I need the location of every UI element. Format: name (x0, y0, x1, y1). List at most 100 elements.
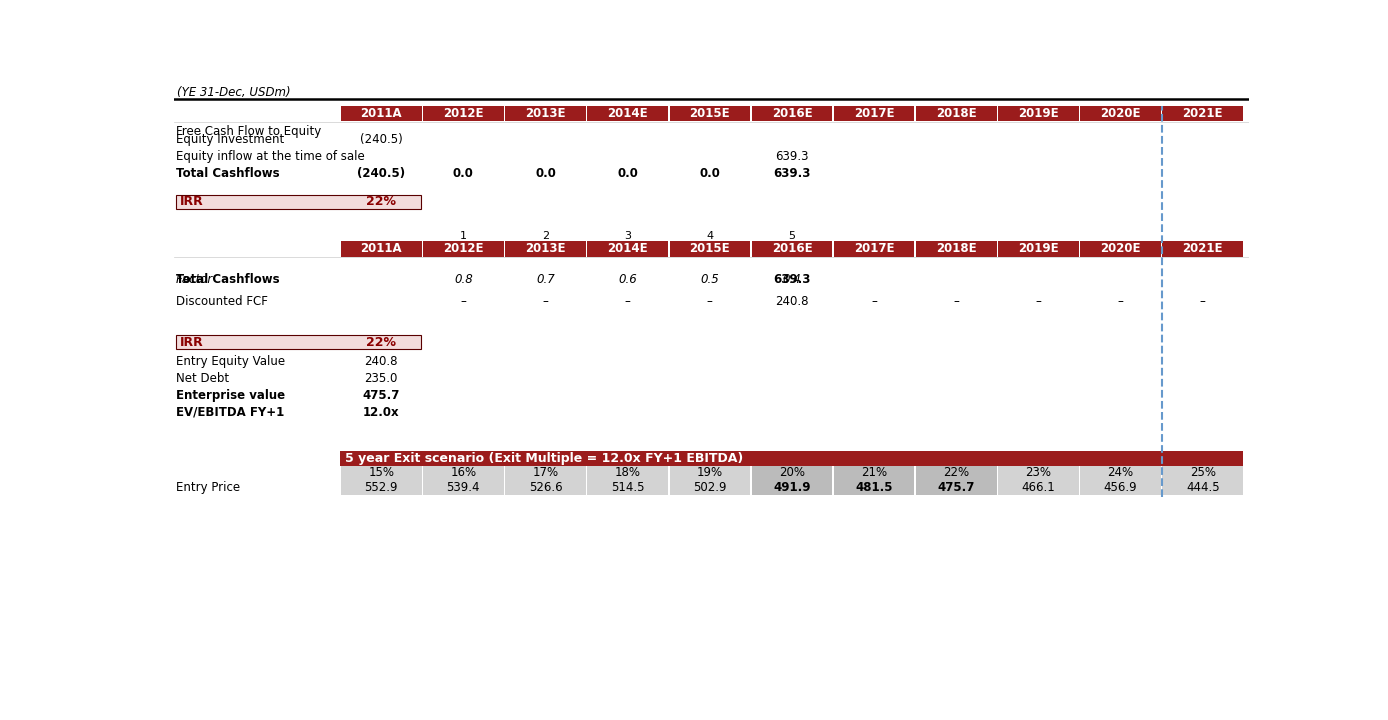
Bar (752, 106, 833, 121)
Bar (587, 241, 668, 256)
Bar (1080, 466, 1160, 480)
Text: –: – (1199, 294, 1206, 307)
Text: 526.6: 526.6 (529, 481, 562, 494)
Text: 0.6: 0.6 (618, 273, 637, 286)
Text: 502.9: 502.9 (693, 481, 726, 494)
Text: 491.9: 491.9 (773, 481, 811, 494)
Text: 240.8: 240.8 (776, 294, 809, 307)
Bar (1080, 241, 1160, 256)
Text: 18%: 18% (615, 467, 641, 480)
Text: 0.0: 0.0 (618, 167, 638, 180)
Text: –: – (1035, 294, 1041, 307)
Text: 1: 1 (459, 231, 466, 240)
Text: 514.5: 514.5 (611, 481, 644, 494)
Bar (1162, 106, 1244, 121)
Bar (752, 480, 833, 495)
Text: 639.3: 639.3 (773, 273, 811, 286)
Bar (998, 106, 1078, 121)
Bar (916, 480, 997, 495)
Text: 17%: 17% (533, 467, 558, 480)
Text: –: – (706, 294, 712, 307)
Text: 481.5: 481.5 (855, 481, 892, 494)
Bar (669, 106, 750, 121)
Text: 23%: 23% (1026, 467, 1051, 480)
Text: Net Debt: Net Debt (176, 372, 229, 384)
Bar (587, 480, 668, 495)
Text: 24%: 24% (1108, 467, 1134, 480)
Text: 20%: 20% (779, 467, 805, 480)
Bar (916, 241, 997, 256)
Bar (669, 466, 750, 480)
Bar (669, 241, 750, 256)
Text: 475.7: 475.7 (937, 481, 974, 494)
Bar (834, 480, 915, 495)
Text: –: – (872, 294, 877, 307)
Text: 475.7: 475.7 (362, 389, 400, 402)
Text: 0.7: 0.7 (536, 273, 555, 286)
Text: –: – (461, 294, 466, 307)
Bar (669, 480, 750, 495)
Bar (916, 466, 997, 480)
Bar (423, 480, 504, 495)
Text: –: – (954, 294, 959, 307)
Text: 235.0: 235.0 (365, 372, 398, 384)
Text: 2011A: 2011A (361, 243, 403, 256)
Text: Factor: Factor (176, 273, 214, 286)
Text: IRR: IRR (179, 336, 204, 348)
Text: Entry Price: Entry Price (176, 481, 240, 494)
Text: 2019E: 2019E (1017, 107, 1059, 120)
Text: 5: 5 (788, 231, 795, 240)
Bar (752, 241, 833, 256)
Text: 0.0: 0.0 (700, 167, 720, 180)
Bar (1162, 466, 1244, 480)
Text: 2016E: 2016E (772, 243, 812, 256)
Bar (176, 195, 421, 209)
Bar (341, 106, 422, 121)
Text: Free Cash Flow to Equity: Free Cash Flow to Equity (176, 125, 321, 138)
Bar (423, 106, 504, 121)
Text: –: – (1117, 294, 1123, 307)
Text: 2: 2 (541, 231, 550, 240)
Text: 16%: 16% (450, 467, 476, 480)
Text: 0.0: 0.0 (534, 167, 557, 180)
Text: Total Cashflows: Total Cashflows (176, 167, 279, 180)
Text: –: – (543, 294, 548, 307)
Bar (423, 241, 504, 256)
Text: 2020E: 2020E (1101, 243, 1141, 256)
Text: Total Cashflows: Total Cashflows (176, 273, 279, 286)
Text: EV/EBITDA FY+1: EV/EBITDA FY+1 (176, 405, 285, 418)
Bar (176, 335, 421, 349)
Text: IRR: IRR (179, 195, 204, 208)
Text: 240.8: 240.8 (365, 355, 398, 368)
Bar (1162, 480, 1244, 495)
Text: 22%: 22% (366, 195, 396, 208)
Text: 466.1: 466.1 (1022, 481, 1055, 494)
Bar (834, 466, 915, 480)
Text: Enterprise value: Enterprise value (176, 389, 285, 402)
Text: Equity Investment: Equity Investment (176, 133, 285, 146)
Text: (240.5): (240.5) (357, 167, 405, 180)
Text: –: – (625, 294, 630, 307)
Text: 2011A: 2011A (361, 107, 403, 120)
Bar (340, 451, 1244, 466)
Text: 2014E: 2014E (608, 107, 648, 120)
Bar (341, 466, 422, 480)
Text: 19%: 19% (697, 467, 723, 480)
Text: 12.0x: 12.0x (362, 405, 400, 418)
Bar (752, 466, 833, 480)
Text: 2015E: 2015E (690, 107, 730, 120)
Bar (998, 241, 1078, 256)
Bar (505, 466, 586, 480)
Text: 3: 3 (625, 231, 632, 240)
Text: 2018E: 2018E (936, 243, 977, 256)
Bar (587, 106, 668, 121)
Text: 2012E: 2012E (443, 107, 483, 120)
Text: 21%: 21% (861, 467, 887, 480)
Text: 2012E: 2012E (443, 243, 483, 256)
Text: 2019E: 2019E (1017, 243, 1059, 256)
Bar (998, 480, 1078, 495)
Text: Entry Equity Value: Entry Equity Value (176, 355, 285, 368)
Text: 2017E: 2017E (854, 107, 894, 120)
Text: Discounted FCF: Discounted FCF (176, 294, 268, 307)
Text: 2013E: 2013E (525, 243, 566, 256)
